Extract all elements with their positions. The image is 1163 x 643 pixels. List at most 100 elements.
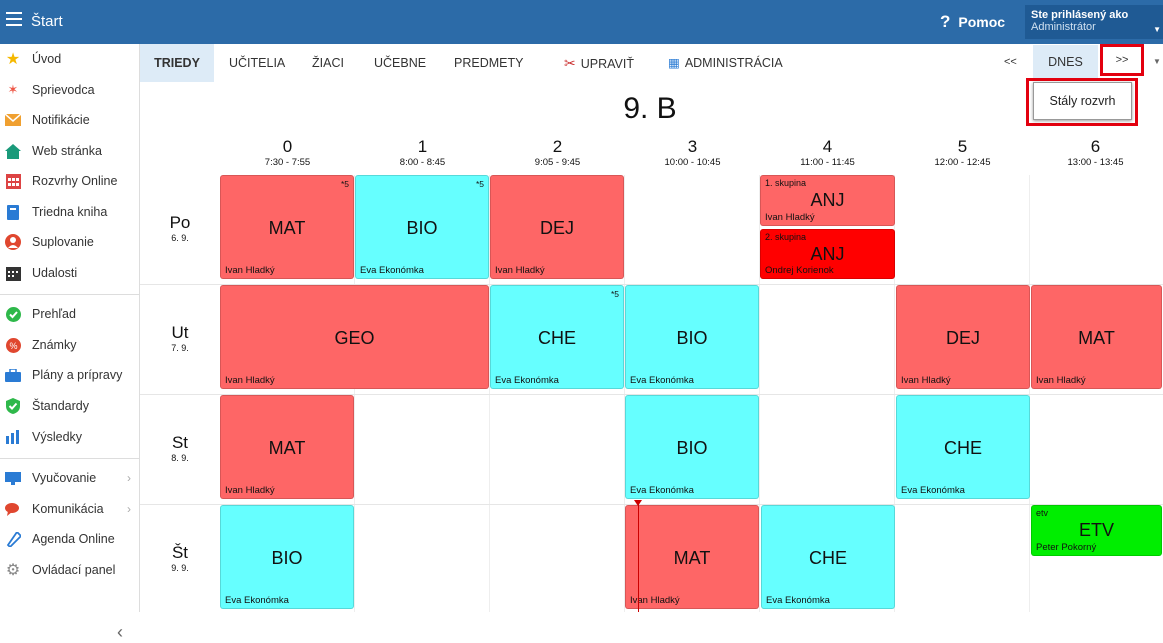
help-button[interactable]: ? Pomoc: [940, 12, 1005, 32]
lesson-card[interactable]: *5 CHE Eva Ekonómka: [490, 285, 624, 389]
day-header: Po 6. 9.: [169, 213, 191, 243]
sidebar-item-agenda[interactable]: Agenda Online: [0, 524, 139, 554]
briefcase-icon: [5, 367, 21, 383]
sidebar-item-komunikacia[interactable]: Komunikácia ›: [0, 494, 139, 524]
sidebar-divider: [0, 294, 139, 295]
sidebar-item-standardy[interactable]: Štandardy: [0, 391, 139, 421]
caret-down-icon: ▼: [1153, 25, 1161, 34]
lesson-card[interactable]: 2. skupina ANJ Ondrej Korienok: [760, 229, 895, 279]
grid-line: [489, 175, 490, 612]
sidebar-item-web[interactable]: Web stránka: [0, 136, 139, 166]
sidebar-item-sprievodca[interactable]: ✶ Sprievodca: [0, 75, 139, 105]
check-circle-icon: [5, 306, 21, 322]
lesson-card[interactable]: DEJ Ivan Hladký: [490, 175, 624, 279]
sidebar-divider: [0, 458, 139, 459]
book-icon: [5, 204, 21, 220]
user-menu[interactable]: Ste prihlásený ako Administrátor ▼: [1025, 5, 1163, 39]
next-week-button[interactable]: >>: [1100, 44, 1144, 76]
period-header: 1 8:00 - 8:45: [399, 137, 446, 168]
tab-triedy[interactable]: TRIEDY: [140, 44, 214, 82]
tools-icon: ✂: [564, 55, 576, 71]
chevron-right-icon: ›: [127, 502, 131, 516]
chat-icon: [5, 501, 21, 517]
grid-line: [624, 175, 625, 612]
lesson-card[interactable]: *5 BIO Eva Ekonómka: [355, 175, 489, 279]
sidebar-item-ovladaci[interactable]: ⚙ Ovládací panel: [5, 562, 116, 579]
pen-icon: [5, 531, 21, 547]
sidebar-item-plany[interactable]: Plány a prípravy: [0, 360, 139, 390]
lesson-card[interactable]: BIO Eva Ekonómka: [220, 505, 354, 609]
sidebar-item-notifikacie[interactable]: Notifikácie: [0, 105, 139, 135]
user-label: Ste prihlásený ako: [1031, 9, 1129, 21]
help-label: Pomoc: [958, 14, 1006, 30]
lesson-card[interactable]: BIO Eva Ekonómka: [625, 285, 759, 389]
sidebar-item-vyucovanie[interactable]: Vyučovanie ›: [0, 463, 139, 493]
lesson-card[interactable]: 1. skupina ANJ Ivan Hladký: [760, 175, 895, 226]
lesson-card[interactable]: CHE Eva Ekonómka: [896, 395, 1030, 499]
event-calendar-icon: [5, 265, 21, 281]
user-name: Administrátor: [1031, 21, 1096, 33]
calendar-icon: [5, 173, 21, 189]
bar-chart-icon: [5, 429, 21, 445]
sidebar-item-triedna-kniha[interactable]: Triedna kniha: [0, 197, 139, 227]
current-time-line: [638, 504, 639, 612]
top-bar: Štart ? Pomoc Ste prihlásený ako Administ…: [0, 0, 1163, 44]
prev-week-button[interactable]: <<: [1004, 56, 1017, 68]
tab-predmety[interactable]: PREDMETY: [454, 56, 524, 70]
tab-ucitelia[interactable]: UČITELIA: [229, 56, 286, 70]
tab-upravit[interactable]: ✂ UPRAVIŤ: [564, 55, 634, 71]
today-button[interactable]: DNES: [1033, 45, 1098, 81]
sidebar-item-suplovanie[interactable]: Suplovanie: [0, 227, 139, 257]
svg-text:%: %: [9, 341, 17, 351]
day-header: Ut 7. 9.: [171, 323, 189, 353]
sidebar-item-vysledky[interactable]: Výsledky: [0, 422, 139, 452]
lesson-card[interactable]: GEO Ivan Hladký: [220, 285, 489, 389]
chevron-right-icon: ›: [127, 471, 131, 485]
tab-ucebne[interactable]: UČEBNE: [374, 56, 427, 70]
app-title[interactable]: Štart: [31, 13, 63, 30]
lesson-card[interactable]: MAT Ivan Hladký: [220, 395, 354, 499]
grid-line: [894, 175, 895, 612]
period-header: 5 12:00 - 12:45: [934, 137, 991, 168]
grid-line: [759, 175, 760, 612]
sidebar-item-uvod[interactable]: ★ Úvod: [5, 51, 62, 68]
sidebar-item-prehlad[interactable]: Prehľad: [0, 299, 139, 329]
period-header: 3 10:00 - 10:45: [664, 137, 721, 168]
period-header: 4 11:00 - 11:45: [800, 137, 855, 168]
sidebar: ★ Úvod ✶ Sprievodca Notifikácie Web stránk…: [0, 44, 140, 642]
lesson-card[interactable]: CHE Eva Ekonómka: [761, 505, 895, 609]
sidebar-item-udalosti[interactable]: Udalosti: [0, 258, 139, 288]
period-header: 2 9:05 - 9:45: [534, 137, 581, 168]
caret-down-icon[interactable]: ▼: [1153, 57, 1161, 66]
person-icon: [5, 234, 21, 250]
lesson-card[interactable]: DEJ Ivan Hladký: [896, 285, 1030, 389]
teaching-icon: [5, 470, 21, 486]
sidebar-item-znamky[interactable]: % Známky: [0, 330, 139, 360]
lesson-card[interactable]: BIO Eva Ekonómka: [625, 395, 759, 499]
class-title: 9. B: [623, 92, 677, 125]
day-header: Št 9. 9.: [171, 543, 189, 573]
lesson-card[interactable]: MAT Ivan Hladký: [1031, 285, 1162, 389]
sidebar-item-rozvrhy[interactable]: Rozvrhy Online: [0, 166, 139, 196]
tab-bar: TRIEDY UČITELIA ŽIACI UČEBNE PREDMETY ✂ U…: [140, 44, 1163, 82]
collapse-sidebar-icon[interactable]: ‹: [117, 622, 123, 642]
menu-icon[interactable]: [6, 12, 22, 26]
question-icon: ?: [940, 12, 951, 31]
lesson-card[interactable]: etv ETV Peter Pokorný: [1031, 505, 1162, 556]
tab-administracia[interactable]: ▦ ADMINISTRÁCIA: [668, 56, 783, 70]
period-header: 6 13:00 - 13:45: [1067, 137, 1124, 168]
lesson-card[interactable]: *5 MAT Ivan Hladký: [220, 175, 354, 279]
lesson-card[interactable]: MAT Ivan Hladký: [625, 505, 759, 609]
grades-icon: %: [5, 337, 21, 353]
shield-check-icon: [5, 398, 21, 414]
tab-ziaci[interactable]: ŽIACI: [312, 56, 344, 70]
grid-line: [1029, 175, 1030, 612]
current-time-marker-icon: [634, 500, 642, 506]
grid-line: [140, 284, 1163, 285]
wand-icon: ✶: [7, 82, 19, 97]
envelope-icon: [5, 112, 21, 128]
gear-icon: ⚙: [5, 562, 21, 579]
grid-line: [354, 175, 355, 612]
day-header: St 8. 9.: [171, 433, 189, 463]
permanent-schedule-button[interactable]: Stály rozvrh: [1033, 82, 1132, 120]
